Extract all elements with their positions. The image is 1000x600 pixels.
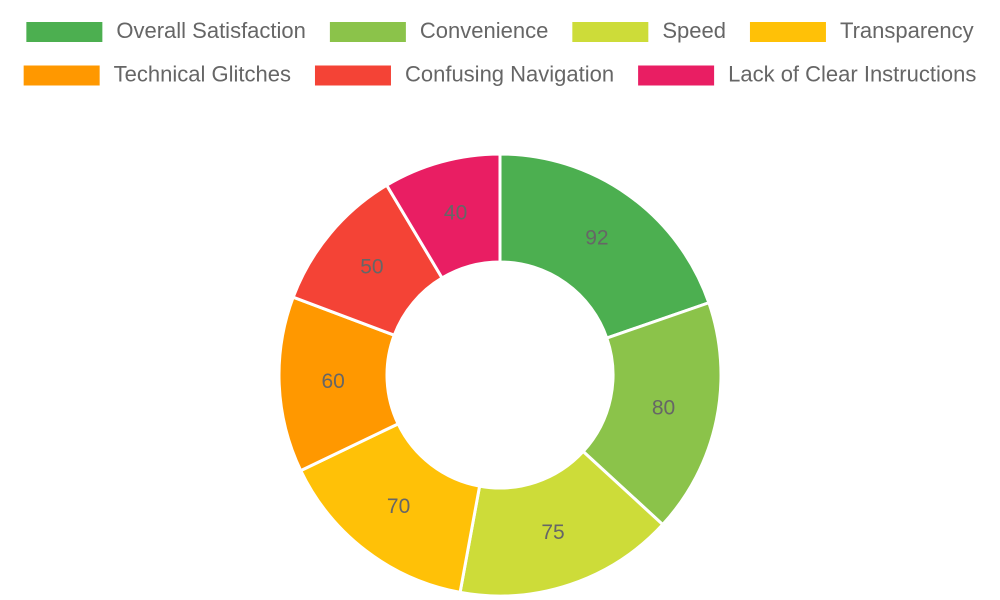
doughnut-slice — [384, 152, 502, 281]
doughnut-slice — [581, 300, 723, 527]
legend-swatch — [329, 22, 406, 42]
legend-swatch — [638, 65, 715, 86]
value-label: 50 — [360, 255, 383, 278]
legend-swatch — [314, 65, 391, 86]
legend-label: Technical Glitches — [114, 61, 291, 86]
legend-label: Convenience — [420, 18, 548, 43]
legend-swatch — [572, 22, 649, 42]
legend-swatch — [26, 22, 103, 42]
legend-label: Lack of Clear Instructions — [728, 61, 976, 86]
doughnut-slice — [458, 449, 665, 598]
value-label: 92 — [585, 227, 608, 250]
doughnut-slice — [498, 152, 711, 340]
legend-swatch — [749, 22, 826, 42]
legend-label: Overall Satisfaction — [116, 18, 306, 43]
value-label: 60 — [321, 370, 344, 393]
legend-label: Confusing Navigation — [405, 61, 614, 86]
legend-label: Transparency — [840, 18, 974, 43]
value-label: 70 — [387, 495, 410, 518]
legend-label: Speed — [662, 18, 726, 43]
value-label: 80 — [652, 397, 675, 420]
legend-swatch — [23, 65, 100, 86]
value-label: 40 — [444, 202, 467, 225]
value-label: 75 — [541, 521, 564, 544]
